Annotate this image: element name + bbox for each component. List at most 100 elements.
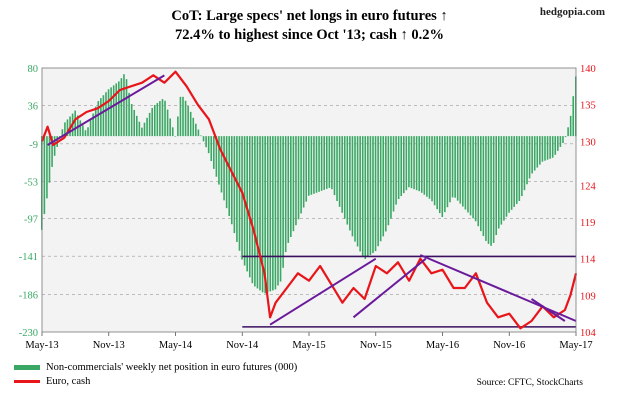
bar	[528, 136, 531, 179]
bar	[138, 121, 141, 137]
bar	[508, 136, 510, 213]
bar	[382, 136, 385, 237]
bar	[112, 85, 115, 137]
bar	[97, 101, 100, 137]
x-tick-label: May-16	[426, 340, 459, 351]
bar	[390, 136, 392, 219]
bar	[84, 130, 87, 137]
bar	[377, 136, 379, 247]
x-tick-label: Nov-14	[226, 340, 259, 351]
bar	[515, 136, 518, 204]
bar	[205, 136, 207, 148]
legend-item-bars: Non-commercials' weekly net position in …	[14, 362, 297, 373]
bar	[521, 136, 523, 197]
bar	[418, 136, 420, 192]
bar	[359, 136, 361, 252]
bar	[248, 136, 251, 278]
trend-line	[47, 74, 165, 146]
bar	[230, 136, 233, 225]
bar	[189, 111, 192, 137]
left-tick-label: -141	[19, 252, 38, 263]
bar	[454, 136, 456, 198]
bar	[415, 136, 418, 191]
trend-line	[352, 257, 427, 319]
bar	[241, 136, 243, 260]
chart-title-line-2: 72.4% to highest since Oct '13; cash ↑ 0…	[174, 27, 445, 43]
left-tick-label: -53	[24, 177, 38, 188]
bar	[182, 96, 184, 137]
x-tick-label: Nov-15	[360, 340, 392, 351]
bar	[513, 136, 515, 207]
bar	[215, 136, 218, 177]
bar	[246, 136, 248, 272]
bar	[490, 136, 492, 246]
bar	[300, 136, 302, 214]
x-tick-label: May-13	[25, 340, 58, 351]
bar	[492, 136, 495, 243]
bar	[546, 136, 549, 160]
bar	[213, 136, 215, 169]
bar	[356, 136, 359, 247]
bar	[261, 136, 264, 293]
bar	[436, 136, 438, 210]
right-tick-label: 104	[580, 328, 597, 339]
x-tick-label: May-15	[292, 340, 325, 351]
bar	[456, 136, 459, 201]
bar	[536, 136, 539, 168]
bar	[518, 136, 521, 201]
bar	[318, 136, 320, 192]
bar	[238, 136, 241, 251]
bar	[523, 136, 526, 191]
bar	[202, 136, 205, 142]
bar	[179, 96, 182, 137]
bar	[541, 136, 544, 162]
legend-item-line: Euro, cash	[14, 376, 90, 387]
bar	[395, 136, 397, 205]
bar	[115, 83, 118, 137]
bar	[143, 122, 146, 137]
bar	[169, 118, 171, 137]
left-tick-label: -97	[24, 215, 38, 226]
bar	[433, 136, 436, 206]
left-tick-label: -9	[29, 140, 38, 151]
bar	[207, 136, 210, 154]
bar	[94, 106, 97, 137]
x-tick-label: May-14	[159, 340, 193, 351]
bar	[171, 127, 174, 137]
bar	[164, 100, 166, 137]
bar	[223, 136, 225, 201]
bar	[320, 136, 323, 191]
bar	[474, 136, 477, 222]
bar	[153, 105, 156, 137]
bar	[495, 136, 498, 236]
bar	[264, 136, 266, 294]
bar	[402, 136, 405, 194]
bar	[141, 127, 143, 137]
bar	[485, 136, 487, 241]
bar	[338, 136, 341, 207]
bar	[323, 136, 326, 190]
bar	[374, 136, 377, 252]
bar	[305, 136, 308, 202]
bar	[266, 136, 269, 293]
bar	[369, 136, 372, 256]
bar	[161, 99, 164, 137]
legend-label-bars: Non-commercials' weekly net position in …	[46, 362, 298, 373]
bar	[302, 136, 305, 208]
legend-label-line: Euro, cash	[46, 376, 91, 387]
bar	[405, 136, 408, 191]
trend-line	[269, 257, 377, 326]
bar	[413, 136, 415, 190]
chart-title-line-1: CoT: Large specs' net longs in euro futu…	[171, 8, 448, 24]
brand-watermark: hedgopia.com	[539, 6, 605, 18]
bar	[449, 136, 451, 203]
bar	[200, 135, 202, 137]
bar	[151, 107, 153, 137]
bar	[438, 136, 441, 214]
bar	[135, 115, 138, 137]
bar	[533, 136, 536, 171]
source-note: Source: CFTC, StockCharts	[476, 378, 583, 388]
bar	[346, 136, 349, 225]
bar	[554, 136, 557, 155]
